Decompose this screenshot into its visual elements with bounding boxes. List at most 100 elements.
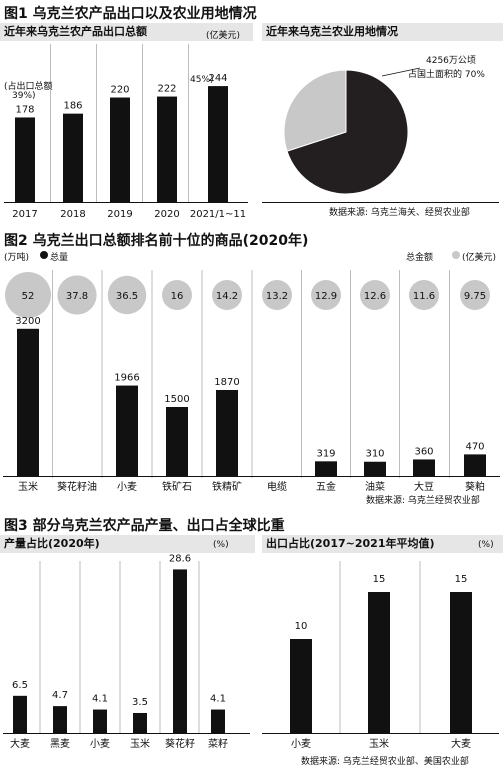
bubble-value-玉米 [5, 272, 51, 318]
bubble-value-label: 14.2 [216, 291, 238, 302]
fig3-left-unit: (%) [213, 540, 229, 550]
bar-2021/1~11 [208, 86, 228, 202]
x-tick-label: 2020 [154, 209, 179, 220]
pie-base-line [262, 202, 499, 203]
bar-黑麦 [53, 706, 67, 733]
grid-line [50, 44, 51, 202]
x-tick-label: 大麦 [451, 737, 471, 750]
bar-value-label: 15 [455, 574, 468, 585]
grid-line [188, 44, 189, 202]
fig3-source: 数据来源: 乌克兰经贸农业部、美国农业部 [301, 757, 469, 767]
bubble-value-label: 9.75 [464, 291, 486, 302]
bubble-value-label: 37.8 [66, 291, 88, 302]
bar-value-label: 4.1 [210, 694, 226, 705]
fig3-right-unit: (%) [478, 540, 494, 550]
legend-volume-marker [40, 251, 48, 259]
fig3-left-chart: 6.5 大麦 4.7 黑麦 4.1 小麦 3.5 玉米 28.6 葵花籽 4.1 菜籽 [3, 553, 250, 750]
pie-slice-other-land [283, 69, 347, 152]
bar-value-label: 3200 [15, 316, 40, 327]
fig3-left-header: 产量占比(2020年) [0, 535, 255, 553]
legend-value-label: 总金额 [406, 253, 434, 263]
bar-value-label: 319 [316, 448, 335, 459]
x-tick-label: 玉米 [369, 737, 389, 750]
x-tick-label: 小麦 [90, 738, 110, 750]
x-tick-label: 菜籽 [208, 738, 228, 750]
annotation-2017-line1: (占出口总额 [4, 82, 53, 92]
bubble-value-五金 [311, 280, 341, 310]
x-tick-label: 葵粕 [465, 480, 485, 493]
bar-value-label: 3.5 [132, 697, 148, 708]
x-tick-label: 黑麦 [50, 738, 70, 750]
fig1-source: 数据来源: 乌克兰海关、经贸农业部 [329, 208, 470, 218]
bar-2020 [157, 96, 177, 202]
bar-volume-油菜 [364, 461, 386, 476]
fig2-unit-right: (亿美元) [462, 253, 497, 263]
bar-value-label: 178 [15, 104, 34, 115]
bar-菜籽 [211, 709, 225, 733]
bar-大麦 [13, 695, 27, 733]
bar-大麦 [450, 592, 472, 733]
bar-小麦 [290, 639, 312, 733]
pie-label-line1: 4256万公顷 [426, 56, 476, 66]
bar-value-label: 1870 [214, 377, 239, 388]
fig1-bar-chart: 178 2017 186 2018 220 2019 222 2020 244 2021/1~11 [12, 73, 246, 220]
bar-volume-大豆 [413, 459, 435, 476]
bar-value-label: 1500 [164, 394, 189, 405]
fig2-chart: 52 37.8 36.5 16 14.2 13.2 12.9 12.6 11.6 9.75 3200… [3, 270, 500, 493]
bubble-value-label: 12.9 [315, 291, 337, 302]
grid-line [142, 44, 143, 202]
bar-玉米 [368, 592, 390, 733]
grid-line [96, 44, 97, 202]
bar-value-label: 310 [365, 449, 384, 460]
bar-葵花籽 [173, 569, 187, 733]
x-tick-label: 葵花籽 [165, 737, 195, 750]
fig2-unit-left: (万吨) [4, 253, 30, 263]
x-tick-label: 2019 [107, 209, 132, 220]
x-tick-label: 玉米 [18, 480, 38, 493]
fig2-source: 数据来源: 乌克兰经贸农业部 [366, 496, 480, 506]
bar-volume-铁矿石 [166, 407, 188, 476]
bubble-value-小麦 [107, 275, 147, 315]
bar-value-label: 6.5 [12, 680, 28, 691]
x-tick-label: 小麦 [291, 738, 311, 750]
bar-小麦 [93, 709, 107, 733]
x-tick-label: 2018 [60, 209, 85, 220]
bar-volume-五金 [315, 461, 337, 476]
fig1-pie-chart [283, 67, 421, 195]
bar-value-label: 244 [208, 73, 227, 84]
legend-volume-label: 总量 [50, 253, 69, 263]
bubble-value-电缆 [262, 280, 292, 310]
x-tick-label: 2021/1~11 [190, 209, 246, 220]
fig1-title: 图1 乌克兰农产品出口以及农业用地情况 [4, 6, 257, 22]
fig3-right-chart: 10 小麦 15 玉米 15 大麦 [262, 561, 499, 750]
bar-value-label: 15 [373, 574, 386, 585]
bubble-value-label: 12.6 [364, 291, 386, 302]
legend-value-marker [452, 251, 460, 259]
x-tick-label: 大麦 [10, 737, 30, 750]
fig2-title: 图2 乌克兰出口总额排名前十位的商品(2020年) [4, 233, 309, 249]
x-tick-label: 油菜 [365, 480, 385, 493]
bubble-value-油菜 [360, 280, 390, 310]
bubble-value-铁矿石 [162, 280, 192, 310]
bar-value-label: 28.6 [169, 553, 191, 564]
x-tick-label: 2017 [12, 209, 37, 220]
bubble-value-label: 13.2 [266, 291, 288, 302]
x-tick-label: 铁精矿 [212, 480, 242, 493]
bar-value-label: 4.7 [52, 690, 68, 701]
x-tick-label: 大豆 [414, 480, 434, 493]
annotation-2020: 45%) [190, 75, 214, 85]
pie-leader-line [381, 67, 421, 77]
bar-value-label: 220 [110, 85, 129, 96]
x-tick-label: 电缆 [267, 480, 287, 493]
bar-volume-小麦 [116, 385, 138, 476]
x-tick-label: 葵花籽油 [57, 480, 97, 493]
fig1-unit: (亿美元) [206, 31, 241, 41]
x-tick-label: 玉米 [130, 737, 150, 750]
bar-value-label: 10 [295, 621, 308, 632]
bar-value-label: 470 [465, 441, 484, 452]
fig1-left-header: 近年来乌克兰农产品出口总额 [0, 23, 253, 41]
fig3-right-header: 出口占比(2017~2021年平均值) [262, 535, 503, 553]
bar-value-label: 222 [157, 84, 176, 95]
bubble-value-label: 11.6 [413, 291, 435, 302]
annotation-2017-line2: 39%) [12, 91, 36, 101]
